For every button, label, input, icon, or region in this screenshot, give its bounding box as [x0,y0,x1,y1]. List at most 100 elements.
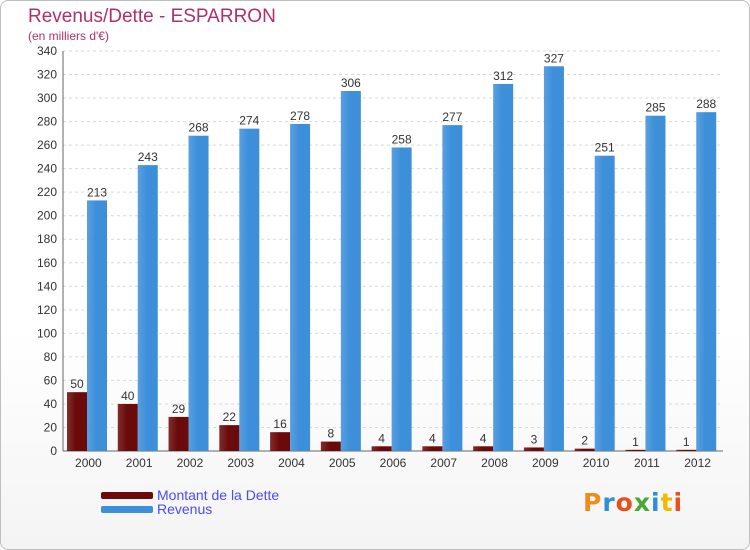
revenue-bar [442,125,463,451]
x-tick-label: 2006 [380,456,407,470]
y-tick-label: 320 [37,68,57,82]
x-tick-label: 2012 [684,456,711,470]
proxiti-logo: Proxiti [583,488,683,517]
x-tick-label: 2002 [177,456,204,470]
labels: 2000502132001402432002292682003222742004… [70,51,716,470]
chart-subtitle: (en milliers d'€) [28,29,109,43]
revenue-data-label: 312 [493,69,513,83]
y-tick-label: 60 [44,373,58,387]
y-tick-label: 160 [37,256,57,270]
bars [67,66,717,452]
y-tick-label: 40 [44,397,58,411]
x-tick-label: 2004 [278,456,305,470]
revenue-bar [543,66,564,451]
y-tick-label: 80 [44,350,58,364]
debt-data-label: 29 [172,402,186,416]
debt-data-label: 1 [683,435,690,449]
revenue-data-label: 278 [290,109,310,123]
x-tick-label: 2008 [481,456,508,470]
debt-bar [574,448,595,451]
y-tick-label: 200 [37,209,57,223]
revenue-bar [340,91,361,451]
y-tick-label: 220 [37,185,57,199]
debt-bar [523,447,544,451]
revenue-bar [188,135,209,452]
debt-bar [473,446,494,451]
revenue-bar [645,115,666,452]
y-tick-label: 260 [37,138,57,152]
debt-data-label: 40 [121,389,135,403]
debt-data-label: 8 [328,427,335,441]
y-tick-label: 20 [44,420,58,434]
legend-item-debt: Montant de la Dette [101,487,279,503]
legend-item-revenue: Revenus [101,501,212,517]
revenue-data-label: 258 [392,132,412,146]
revenue-bar [137,165,158,451]
x-tick-label: 2005 [329,456,356,470]
y-tick-label: 180 [37,232,57,246]
y-tick-label: 140 [37,279,57,293]
y-tick-label: 340 [37,44,57,58]
logo-letter: P [583,488,603,517]
y-tick-label: 240 [37,162,57,176]
logo-letter: x [633,488,651,517]
debt-data-label: 1 [632,435,639,449]
debt-bar [117,403,138,451]
y-tick-label: 300 [37,91,57,105]
logo-letter: i [673,488,684,517]
debt-bar [270,432,291,451]
debt-data-label: 4 [378,431,385,445]
legend-swatch-debt [101,491,153,499]
revenue-data-label: 277 [442,110,462,124]
revenue-data-label: 274 [239,114,259,128]
y-tick-label: 280 [37,115,57,129]
revenue-data-label: 243 [138,150,158,164]
logo-letter: t [660,488,674,517]
y-tick-label: 120 [37,303,57,317]
legend-swatch-revenue [101,505,153,513]
revenue-data-label: 251 [595,141,615,155]
revenue-data-label: 285 [645,101,665,115]
x-tick-label: 2011 [634,456,660,470]
debt-bar [219,425,240,451]
debt-bar [422,446,443,451]
revenue-bar [290,123,311,452]
revenue-data-label: 213 [87,185,107,199]
debt-bar [371,446,392,451]
debt-bar [676,449,697,451]
logo-letter: i [651,488,661,517]
revenue-bar [696,112,717,452]
x-tick-label: 2000 [75,456,102,470]
debt-bar [67,392,87,451]
revenue-bar [391,147,412,451]
debt-data-label: 50 [70,377,84,391]
x-tick-label: 2009 [532,456,559,470]
x-tick-label: 2010 [583,456,610,470]
debt-data-label: 3 [531,432,538,446]
revenue-data-label: 268 [189,121,209,135]
revenue-data-label: 288 [696,97,716,111]
revenue-bar [493,83,514,452]
legend-label-revenue: Revenus [157,501,213,517]
debt-data-label: 4 [480,431,487,445]
debt-bar [320,441,341,451]
revenue-data-label: 306 [341,76,361,90]
y-tick-label: 100 [37,326,57,340]
debt-data-label: 22 [223,410,237,424]
revenue-bar [594,155,615,452]
logo-letter: o [615,488,634,517]
debt-bar [168,416,189,451]
debt-bar [625,449,646,451]
revenue-data-label: 327 [544,51,564,65]
debt-data-label: 16 [273,417,287,431]
logo-letter: r [602,488,616,517]
y-tick-label: 0 [50,444,57,458]
revenue-bar [87,200,107,451]
x-tick-label: 2003 [227,456,254,470]
debt-data-label: 2 [581,434,588,448]
revenue-bar [239,128,260,451]
chart-title: Revenus/Dette - ESPARRON [28,6,276,27]
x-tick-label: 2001 [126,456,153,470]
